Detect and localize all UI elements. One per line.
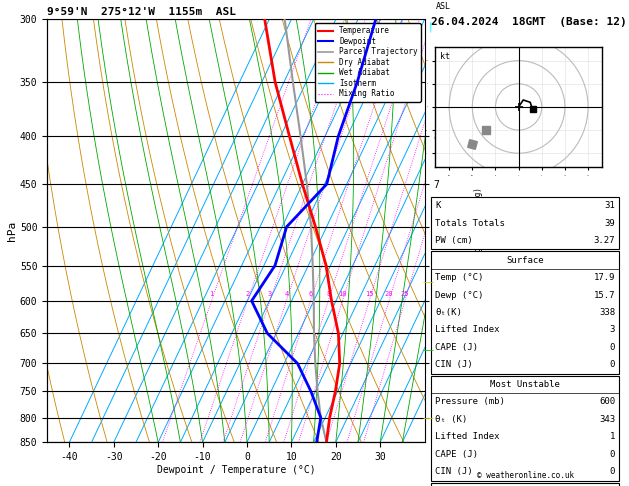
- Text: Most Unstable: Most Unstable: [490, 380, 560, 389]
- Text: Surface: Surface: [506, 256, 544, 264]
- Text: 15: 15: [365, 291, 374, 296]
- Y-axis label: hPa: hPa: [7, 221, 17, 241]
- Text: 3.27: 3.27: [594, 236, 615, 245]
- Text: K: K: [435, 201, 441, 210]
- Text: 17.9: 17.9: [594, 273, 615, 282]
- Text: —: —: [423, 413, 434, 423]
- Text: 0: 0: [610, 468, 615, 476]
- Text: 9°59'N  275°12'W  1155m  ASL: 9°59'N 275°12'W 1155m ASL: [47, 7, 236, 17]
- Text: 600: 600: [599, 398, 615, 406]
- Text: θₜ(K): θₜ(K): [435, 308, 462, 317]
- Text: 338: 338: [599, 308, 615, 317]
- Text: 39: 39: [604, 219, 615, 227]
- Text: 25: 25: [401, 291, 409, 296]
- Text: 3: 3: [268, 291, 272, 296]
- Text: 2: 2: [245, 291, 250, 296]
- Text: 6: 6: [308, 291, 313, 296]
- Text: CIN (J): CIN (J): [435, 468, 473, 476]
- Text: CAPE (J): CAPE (J): [435, 450, 478, 459]
- Text: Dewp (°C): Dewp (°C): [435, 291, 484, 299]
- Text: 3: 3: [610, 326, 615, 334]
- Text: 343: 343: [599, 415, 615, 424]
- Text: 10: 10: [338, 291, 347, 296]
- Legend: Temperature, Dewpoint, Parcel Trajectory, Dry Adiabat, Wet Adiabat, Isotherm, Mi: Temperature, Dewpoint, Parcel Trajectory…: [314, 23, 421, 102]
- Text: —: —: [423, 277, 434, 287]
- Text: θₜ (K): θₜ (K): [435, 415, 467, 424]
- Text: Lifted Index: Lifted Index: [435, 326, 500, 334]
- Text: Pressure (mb): Pressure (mb): [435, 398, 505, 406]
- Text: 26.04.2024  18GMT  (Base: 12): 26.04.2024 18GMT (Base: 12): [431, 17, 626, 27]
- Text: 0: 0: [610, 361, 615, 369]
- X-axis label: Dewpoint / Temperature (°C): Dewpoint / Temperature (°C): [157, 465, 315, 475]
- Text: —: —: [423, 345, 434, 355]
- Text: 1: 1: [209, 291, 214, 296]
- Text: LCL: LCL: [432, 438, 447, 447]
- Text: PW (cm): PW (cm): [435, 236, 473, 245]
- Text: CIN (J): CIN (J): [435, 361, 473, 369]
- Text: Totals Totals: Totals Totals: [435, 219, 505, 227]
- Text: 4: 4: [284, 291, 289, 296]
- Text: 20: 20: [385, 291, 393, 296]
- Text: 31: 31: [604, 201, 615, 210]
- Text: Lifted Index: Lifted Index: [435, 433, 500, 441]
- Text: |: |: [429, 22, 433, 33]
- Text: 15.7: 15.7: [594, 291, 615, 299]
- Text: km
ASL: km ASL: [436, 0, 451, 11]
- Text: 0: 0: [610, 343, 615, 352]
- Text: 1: 1: [610, 433, 615, 441]
- Text: © weatheronline.co.uk: © weatheronline.co.uk: [477, 471, 574, 480]
- Text: 8: 8: [326, 291, 330, 296]
- Text: 0: 0: [610, 450, 615, 459]
- Text: CAPE (J): CAPE (J): [435, 343, 478, 352]
- Text: Mixing Ratio (g/kg): Mixing Ratio (g/kg): [474, 187, 482, 275]
- Text: kt: kt: [440, 52, 450, 61]
- Text: Temp (°C): Temp (°C): [435, 273, 484, 282]
